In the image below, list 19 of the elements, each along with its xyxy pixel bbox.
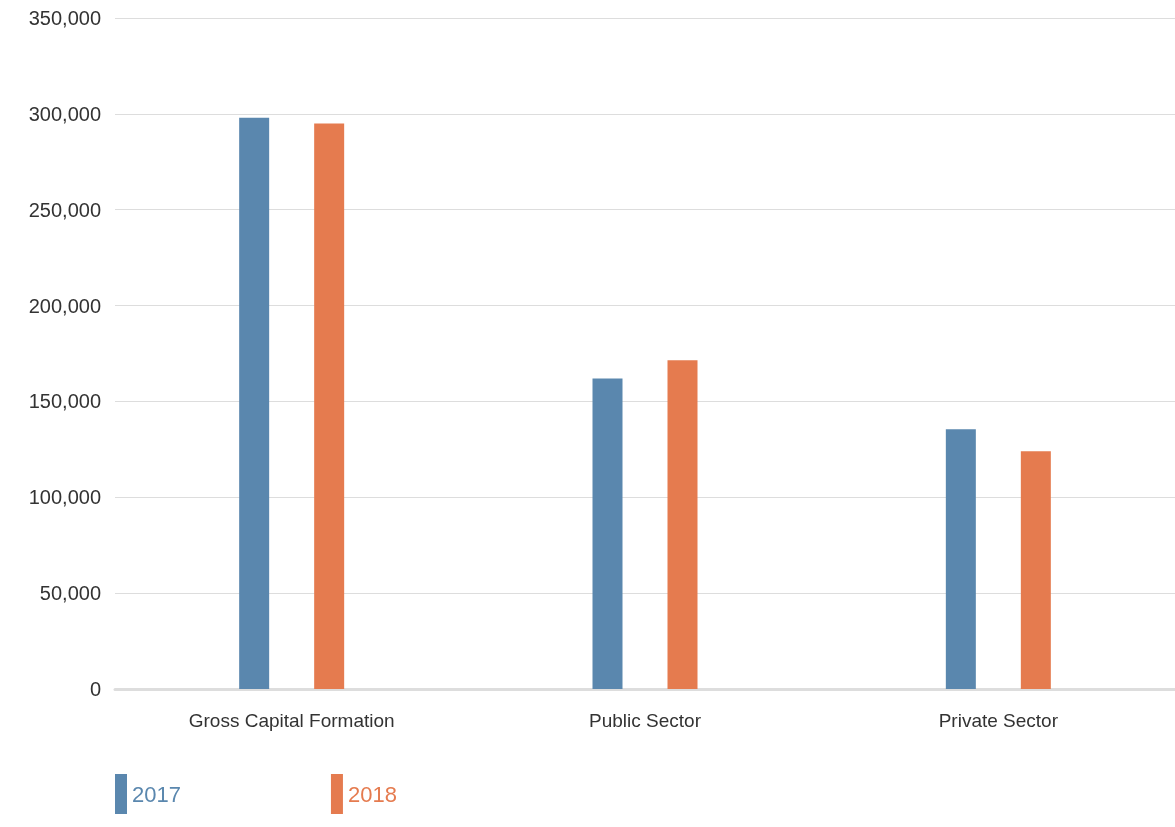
x-tick-label: Private Sector — [938, 710, 1059, 731]
y-tick-label: 50,000 — [39, 582, 101, 605]
y-tick-label: 250,000 — [28, 198, 101, 221]
legend-label: 2018 — [347, 781, 397, 807]
y-tick-label: 350,000 — [28, 7, 101, 29]
bar — [667, 360, 698, 689]
y-tick-label: 300,000 — [28, 102, 101, 125]
y-tick-label: 200,000 — [28, 294, 101, 317]
y-tick-label: 0 — [89, 678, 101, 700]
bar — [314, 123, 345, 689]
bar — [239, 117, 270, 689]
y-tick-label: 100,000 — [28, 486, 101, 509]
legend-label: 2017 — [132, 781, 181, 807]
x-tick-label: Public Sector — [589, 710, 702, 731]
bar — [592, 378, 623, 689]
x-tick-label: Gross Capital Formation — [188, 710, 395, 731]
bar — [1020, 451, 1051, 689]
y-tick-label: 150,000 — [28, 390, 101, 413]
bar — [945, 429, 976, 689]
